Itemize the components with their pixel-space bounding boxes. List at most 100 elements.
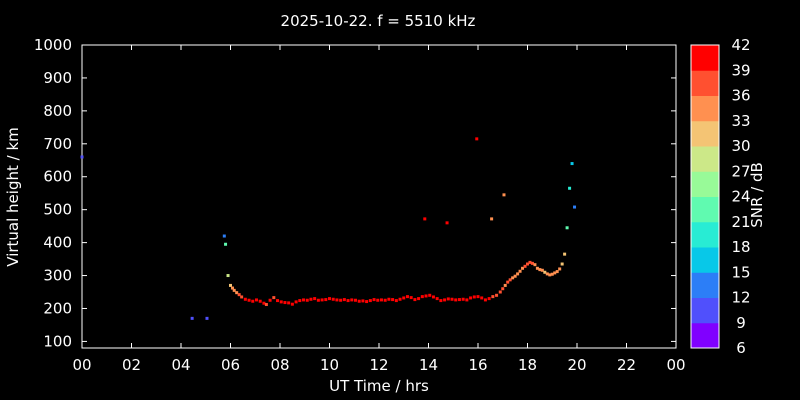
data-point (254, 298, 258, 302)
colorbar-tick-label: 39 (731, 61, 750, 79)
data-point (558, 267, 562, 271)
y-tick-label: 700 (43, 135, 72, 153)
data-point (287, 301, 291, 305)
data-point (372, 298, 376, 302)
data-point (560, 262, 564, 266)
data-point (305, 298, 309, 302)
data-point (262, 301, 266, 305)
data-point (540, 268, 544, 272)
data-point (439, 299, 443, 303)
data-point (435, 297, 439, 301)
x-tick-label: 14 (419, 356, 438, 374)
data-point (475, 137, 479, 141)
x-axis-label: UT Time / hrs (329, 377, 429, 395)
data-point (417, 297, 421, 301)
y-tick-label: 800 (43, 102, 72, 120)
data-point (487, 297, 491, 301)
data-point (483, 298, 487, 302)
colorbar-swatch (691, 196, 719, 223)
data-point (405, 295, 409, 299)
data-point (353, 298, 357, 302)
data-point (232, 288, 236, 292)
data-point (511, 276, 515, 280)
plot-area (81, 44, 677, 349)
data-point (454, 298, 458, 302)
x-tick-label: 08 (270, 356, 289, 374)
colorbar-swatch (691, 146, 719, 172)
colorbar-swatch (691, 297, 719, 324)
data-point (379, 298, 383, 302)
data-point (424, 294, 428, 298)
chart-title: 2025-10-22. f = 5510 kHz (281, 12, 476, 30)
data-point (480, 296, 484, 300)
data-point (342, 298, 346, 302)
data-point (501, 287, 505, 291)
data-point (243, 297, 247, 301)
colorbar-tick-label: 42 (731, 36, 750, 54)
data-point (394, 299, 398, 303)
data-point (565, 226, 569, 230)
data-point (533, 263, 537, 267)
colorbar-tick-label: 12 (731, 289, 750, 307)
x-tick-label: 10 (320, 356, 339, 374)
data-point (526, 262, 529, 266)
colorbar-tick-label: 21 (731, 213, 750, 231)
data-point (387, 297, 391, 301)
y-tick-label: 1000 (34, 36, 72, 54)
data-point (230, 286, 234, 290)
colorbar-frame (690, 44, 720, 349)
data-point (545, 272, 549, 276)
colorbar-tick-label: 30 (731, 137, 750, 155)
x-axis: 00 02 04 06 08 10 12 14 16 18 20 22 00 (72, 45, 686, 374)
data-point (555, 270, 559, 274)
data-point (346, 299, 350, 303)
x-tick-label: 16 (468, 356, 487, 374)
colorbar-tick-label: 9 (736, 314, 746, 332)
data-points (80, 137, 577, 320)
data-point (445, 221, 449, 225)
data-point (324, 298, 328, 302)
data-point (428, 293, 432, 297)
data-point (339, 298, 343, 302)
data-point (205, 316, 209, 320)
colorbar-tick-label: 6 (736, 339, 746, 357)
data-point (309, 297, 313, 301)
data-point (502, 193, 506, 197)
colorbar-tick-label: 36 (731, 87, 750, 105)
y-axis: 100 200 300 400 500 600 700 800 900 1000 (34, 36, 676, 350)
data-point (476, 295, 480, 299)
data-point (506, 280, 510, 284)
data-point (491, 295, 495, 299)
data-point (190, 316, 194, 320)
data-point (563, 252, 567, 256)
x-tick-label: 06 (221, 356, 240, 374)
data-point (465, 298, 469, 302)
data-point (508, 278, 512, 282)
data-point (543, 270, 547, 274)
data-point (568, 186, 572, 190)
colorbar-swatch (691, 221, 719, 248)
data-point (251, 299, 255, 303)
data-point (361, 299, 365, 303)
data-point (276, 299, 280, 303)
x-tick-label: 04 (171, 356, 190, 374)
colorbar-swatch (691, 120, 719, 147)
data-point (530, 261, 534, 265)
data-point (268, 298, 272, 302)
data-point (222, 234, 226, 238)
data-point (237, 293, 241, 297)
data-point (313, 297, 317, 301)
colorbar-swatch (691, 95, 719, 122)
data-point (570, 162, 574, 166)
colorbar-swatch (691, 45, 719, 71)
colorbar-swatch (691, 247, 719, 273)
colorbar-tick-label: 18 (731, 238, 750, 256)
data-point (457, 298, 461, 302)
data-point (376, 298, 380, 302)
x-tick-label: 02 (122, 356, 141, 374)
data-point (446, 297, 450, 301)
data-point (383, 298, 387, 302)
x-tick-label: 00 (666, 356, 685, 374)
data-point (495, 293, 499, 297)
